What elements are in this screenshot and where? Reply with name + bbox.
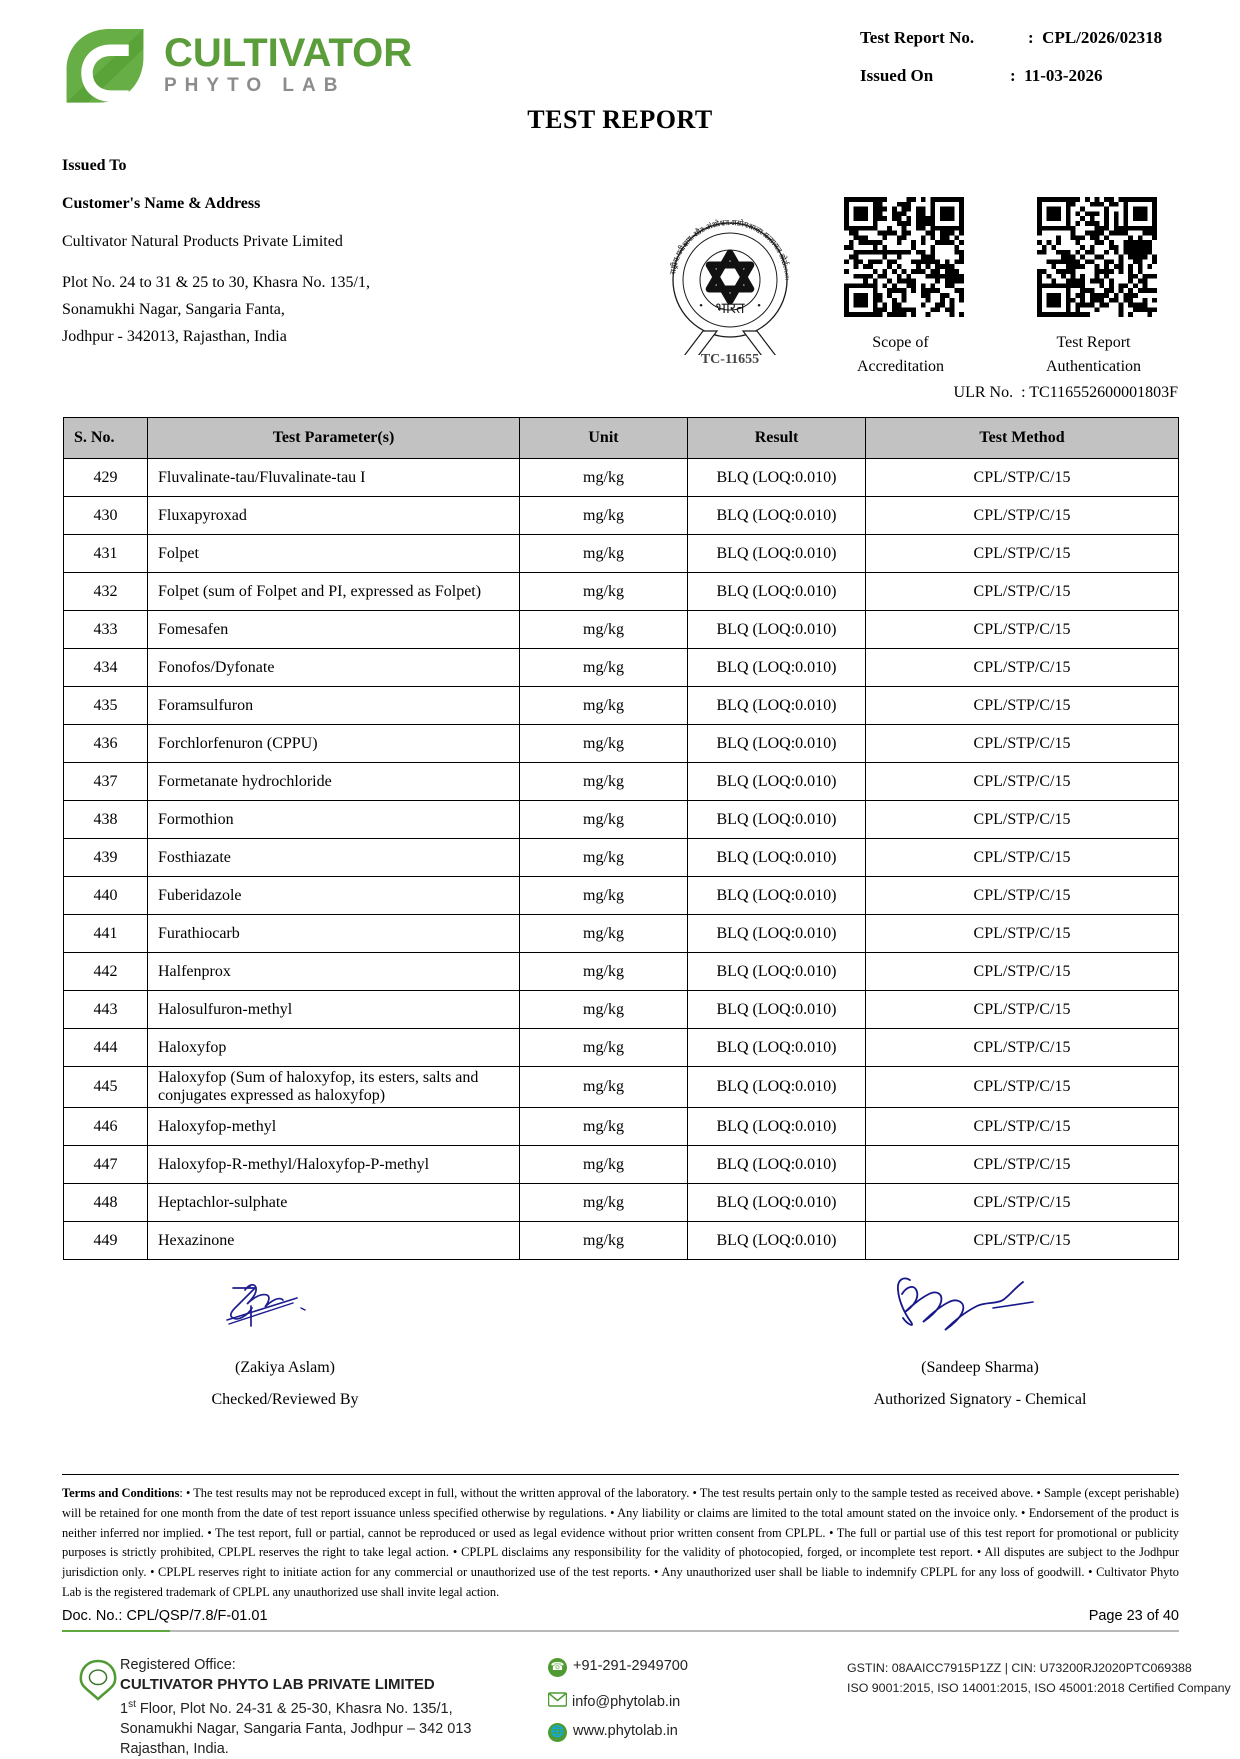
svg-text:•: • bbox=[757, 300, 761, 312]
svg-text:•: • bbox=[699, 300, 703, 312]
